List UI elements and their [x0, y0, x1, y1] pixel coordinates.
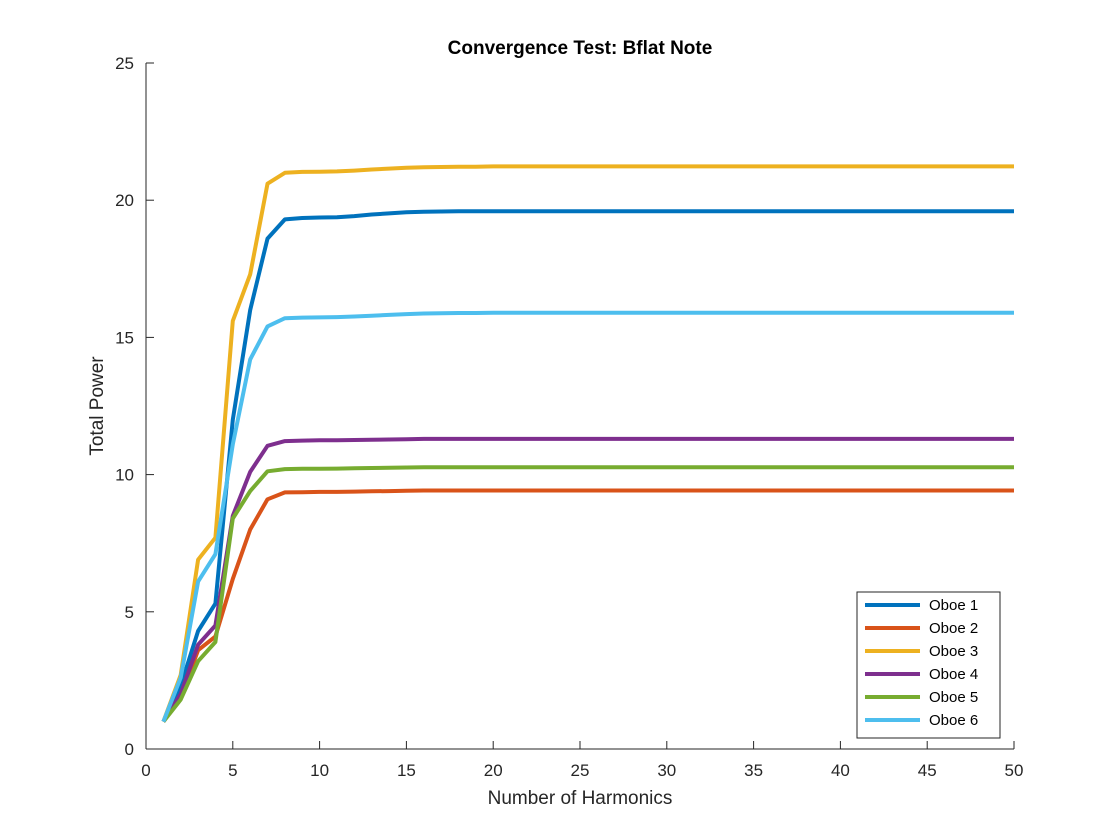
legend-label: Oboe 6: [929, 712, 978, 729]
chart-title: Convergence Test: Bflat Note: [448, 38, 713, 59]
legend-label: Oboe 1: [929, 597, 978, 614]
series-line-oboe-6: [161, 310, 1014, 723]
y-axis-label: Total Power: [87, 356, 108, 456]
legend-label: Oboe 5: [929, 689, 978, 706]
y-tick-label: 10: [115, 466, 134, 485]
series-layer: [161, 164, 1014, 723]
x-tick-label: 50: [1005, 761, 1024, 780]
x-tick-label: 45: [918, 761, 937, 780]
x-tick-label: 20: [484, 761, 503, 780]
series-line-oboe-5: [161, 465, 1014, 723]
series-line-oboe-3: [161, 164, 1014, 723]
series-line-oboe-4: [161, 436, 1014, 723]
y-tick-label: 0: [125, 740, 134, 759]
x-tick-label: 35: [744, 761, 763, 780]
legend-box: [856, 591, 1001, 739]
x-axis-label: Number of Harmonics: [488, 788, 673, 809]
x-tick-label: 30: [657, 761, 676, 780]
x-tick-label: 10: [310, 761, 329, 780]
series-line-oboe-2: [161, 488, 1014, 723]
y-tick-label: 5: [125, 603, 134, 622]
x-tick-label: 25: [571, 761, 590, 780]
y-tick-label: 15: [115, 328, 134, 347]
x-tick-label: 5: [228, 761, 237, 780]
tick-labels: 0 5 10 15 20 25 30 35 40 45 50 0 5 10 15 20 25: [115, 54, 1023, 780]
x-tick-label: 0: [141, 761, 150, 780]
legend-label: Oboe 2: [929, 620, 978, 637]
legend-label: Oboe 3: [929, 643, 978, 660]
x-tick-label: 40: [831, 761, 850, 780]
legend: Oboe 1 Oboe 2 Oboe 3 Oboe 4 Oboe 5 Oboe 6: [856, 591, 1001, 739]
x-tick-label: 15: [397, 761, 416, 780]
legend-label: Oboe 4: [929, 666, 978, 683]
y-tick-label: 25: [115, 54, 134, 73]
plot-axes: [145, 62, 1015, 750]
y-tick-label: 20: [115, 191, 134, 210]
series-line-oboe-1: [161, 209, 1014, 723]
